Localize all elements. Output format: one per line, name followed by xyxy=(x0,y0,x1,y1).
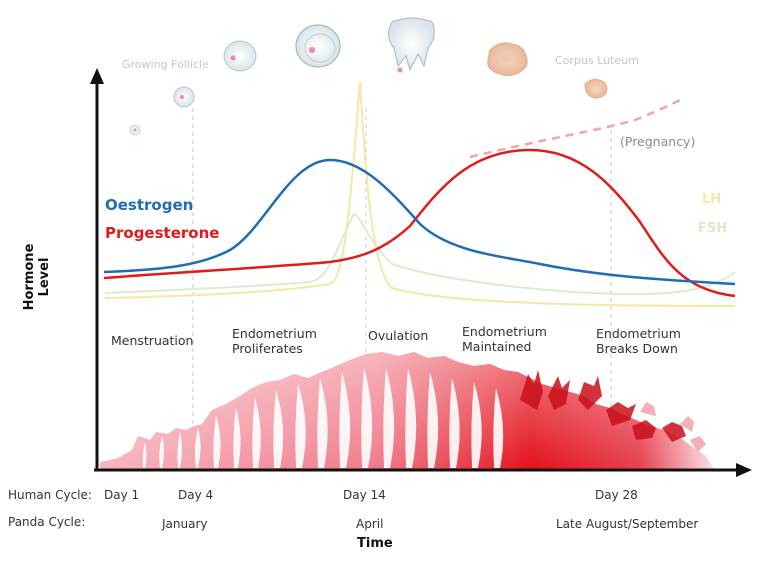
x-axis-arrow xyxy=(736,463,752,477)
tick-day-4: Day 4 xyxy=(178,488,214,502)
y-axis-label: Hormone Level xyxy=(22,243,52,311)
legend-oestrogen: Oestrogen xyxy=(105,196,194,214)
y-axis-arrow xyxy=(90,68,104,84)
pregnancy-dashed-curve xyxy=(469,98,681,159)
phase-breaks-down: Endometrium Breaks Down xyxy=(596,326,681,356)
phase-proliferates: Endometrium Proliferates xyxy=(232,326,317,356)
x-axis-label: Time xyxy=(357,536,393,551)
lh-curve xyxy=(104,81,736,307)
growing-follicle-label: Growing Follicle xyxy=(122,58,209,71)
phase-ovulation: Ovulation xyxy=(368,328,429,343)
tick-day-1: Day 1 xyxy=(104,488,140,502)
phase-menstruation: Menstruation xyxy=(111,333,194,348)
phase-maintained: Endometrium Maintained xyxy=(462,324,547,354)
panda-cycle-label: Panda Cycle: xyxy=(8,515,86,529)
legend-fsh: FSH xyxy=(698,221,728,236)
tick-january: January xyxy=(162,517,208,531)
legend-progesterone: Progesterone xyxy=(105,224,220,242)
oestrogen-curve xyxy=(103,158,736,286)
tick-day-14: Day 14 xyxy=(343,488,386,502)
pregnancy-label: (Pregnancy) xyxy=(620,134,696,149)
axes xyxy=(90,68,752,477)
tick-day-28: Day 28 xyxy=(595,488,638,502)
tick-late-august: Late August/September xyxy=(556,517,699,531)
human-cycle-label: Human Cycle: xyxy=(8,488,92,502)
legend-lh: LH xyxy=(702,192,722,207)
corpus-luteum-label: Corpus Luteum xyxy=(555,54,639,67)
endometrium-tissue xyxy=(100,352,715,470)
follicle-illustrations xyxy=(129,17,608,136)
progesterone-curve xyxy=(103,148,736,298)
tick-april: April xyxy=(356,517,384,531)
